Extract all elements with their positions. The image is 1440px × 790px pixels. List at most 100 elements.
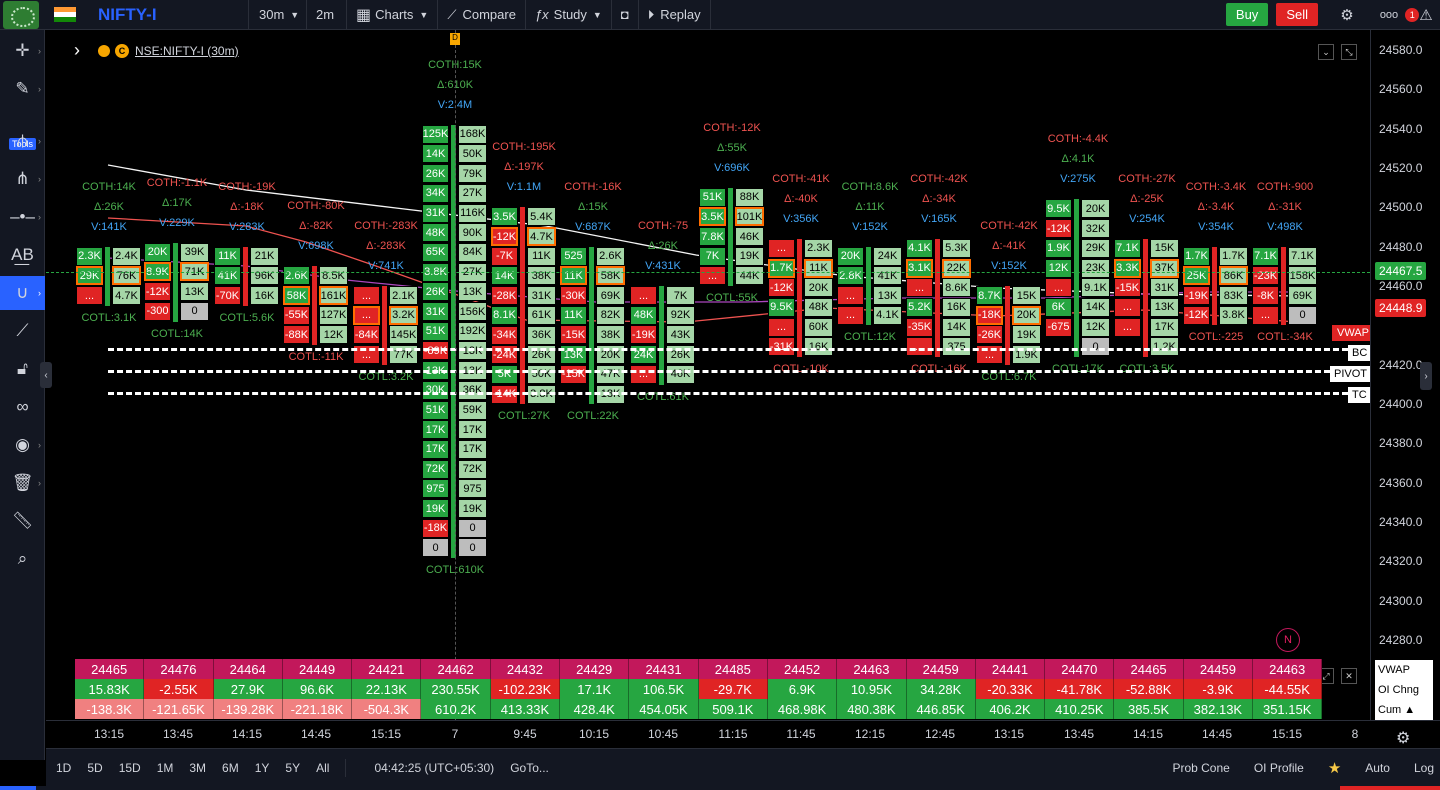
volume-label: V:152K (852, 220, 888, 233)
brush-tool-icon[interactable]: ⟋ (16, 321, 29, 340)
time-tick: 10:45 (647, 727, 679, 741)
time-tick: 13:45 (162, 727, 194, 741)
delta-label: Δ:15K (578, 200, 608, 213)
footprint-ask-cell: 116K (458, 203, 487, 223)
study-dropdown[interactable]: ƒx Study ▼ (524, 0, 611, 30)
footprint-bid-cell: -15K (1114, 278, 1141, 298)
footprint-bid-cell: 11K (214, 246, 241, 266)
ruler-icon[interactable]: 📏︎ (11, 511, 34, 530)
fork-tool-icon[interactable]: ⫛ › (17, 131, 41, 150)
close-pane-icon[interactable]: ✕ (1341, 668, 1357, 684)
range-button-1m[interactable]: 1M (156, 760, 174, 775)
more-options-icon[interactable]: ooo (1379, 8, 1399, 21)
delta-label: Δ:11K (855, 200, 885, 213)
summary-vwap-cell: 24463 (1253, 659, 1323, 679)
buy-button[interactable]: Buy (1225, 3, 1269, 26)
chart-area[interactable]: 2.3K 29K... 2.4K 76K 4.7K 20K 8.9K -12K -300 39K 7… (46, 30, 1370, 720)
range-button-6m[interactable]: 6M (222, 760, 239, 775)
interval-2m-button[interactable]: 2m (306, 0, 346, 30)
text-tool-icon[interactable]: A͟B (11, 245, 34, 264)
oi-profile-button[interactable]: OI Profile (1253, 760, 1304, 775)
coth-label: COTH:-1.1K (146, 176, 208, 189)
range-button-5y[interactable]: 5Y (285, 760, 301, 775)
trend-icon: ⟋ (447, 6, 457, 22)
legend-symbol[interactable]: NSE:NIFTY-I (30m) (135, 43, 239, 58)
range-button-all[interactable]: All (316, 760, 330, 775)
app-logo[interactable] (0, 0, 42, 30)
summary-oi-cell: -41.78K (1045, 679, 1115, 699)
footprint-bid-cell: -84K (353, 325, 380, 345)
footprint-ask-cell: 44K (735, 266, 764, 286)
compare-button[interactable]: ⟋ Compare (437, 0, 525, 30)
collapse-icon[interactable]: ⌄ (1318, 44, 1334, 60)
time-axis[interactable]: 13:15 13:45 14:15 14:45 15:15 7 9:45 10:15 10:45… (46, 720, 1440, 748)
footprint-bid-cell: 30K (422, 380, 449, 400)
volume-label: V:698K (298, 240, 334, 253)
chevron-right-icon[interactable]: › (74, 40, 80, 60)
horizontal-line-tool-icon[interactable]: –•– › (10, 207, 41, 226)
footprint-ask-cell: 82K (596, 305, 625, 325)
collapse-left-icon[interactable]: ‹ (40, 362, 52, 388)
dividend-marker[interactable]: D (450, 33, 460, 45)
time-tick: 15:15 (370, 727, 402, 741)
price-tick: 24540.0 (1379, 121, 1423, 136)
lock-icon[interactable]: 🔓︎ (16, 359, 29, 378)
footprint-ask-cell: 12K (319, 325, 348, 345)
range-button-1y[interactable]: 1Y (254, 760, 270, 775)
goto-button[interactable]: GoTo... (510, 760, 549, 775)
collapse-right-icon[interactable]: › (1420, 362, 1432, 390)
footprint-ask-cell: 58K (596, 266, 625, 286)
link-icon[interactable]: ∞ (16, 397, 29, 416)
footprint-bid-cell: 125K (422, 124, 449, 144)
india-flag-icon (54, 6, 76, 23)
range-button-1d[interactable]: 1D (56, 760, 72, 775)
symbol-name[interactable]: NIFTY-I (98, 4, 157, 24)
log-button[interactable]: Log (1413, 760, 1434, 775)
fullscreen-icon[interactable]: ⤡ (1341, 44, 1357, 60)
instagram-button[interactable]: ◘ (610, 0, 638, 30)
chart-legend: › C NSE:NIFTY-I (30m) (74, 40, 239, 61)
auto-button[interactable]: Auto (1365, 760, 1390, 775)
gear-icon[interactable]: ⚙ (1340, 6, 1354, 24)
alert-icon[interactable]: 1 ⚠ (1404, 0, 1434, 30)
eye-icon[interactable]: ◉ › (15, 435, 41, 454)
replay-button[interactable]: ⏵ Replay (637, 0, 710, 30)
range-button-15d[interactable]: 15D (118, 760, 141, 775)
summary-oi-cell: 34.28K (906, 679, 976, 699)
coth-label: COTH:-80K (287, 200, 345, 213)
pattern-tool-icon[interactable]: ⋔ › (15, 169, 41, 188)
footprint-bid-cell: 525 (560, 246, 587, 266)
volume-label: V:354K (1198, 220, 1234, 233)
footprint-bid-cell: -12K (491, 227, 518, 247)
range-button-5d[interactable]: 5D (87, 760, 103, 775)
magnet-tool-icon[interactable]: ∪ › (0, 276, 45, 310)
cum-row-label[interactable]: Cum ▲ (1375, 700, 1433, 720)
footprint-ask-cell: 2.1K (389, 286, 418, 305)
volume-label: V:696K (714, 161, 750, 174)
coth-label: COTH:-19K (218, 180, 276, 193)
settings-gear-icon[interactable]: ⚙ (1396, 730, 1411, 747)
prob-cone-button[interactable]: Prob Cone (1172, 760, 1230, 775)
footprint-bid-cell: 51K (422, 400, 449, 420)
charts-dropdown[interactable]: ▦ Charts ▼ (346, 0, 437, 30)
star-icon[interactable]: ★ (1327, 759, 1342, 777)
summary-cum-cell: 509.1K (698, 699, 768, 719)
range-button-3m[interactable]: 3M (189, 760, 207, 775)
zoom-tool-icon[interactable]: ⌕ (17, 549, 28, 568)
footprint-bid-cell: 12K (1045, 258, 1072, 278)
candle-body (1212, 246, 1217, 326)
crosshair-tool-icon[interactable]: ✛ › (15, 41, 41, 60)
news-badge[interactable]: N (1276, 628, 1300, 652)
footprint-bid-cell: -70K (214, 286, 241, 306)
footprint-ask-cell: 17K (1150, 317, 1179, 337)
trash-icon[interactable]: 🗑︎ › (11, 473, 41, 492)
delta-label: Δ:-40K (784, 192, 818, 205)
sell-button[interactable]: Sell (1276, 3, 1318, 26)
delta-label: Δ:26K (94, 200, 124, 213)
footprint-bid-cell: 11K (560, 266, 587, 286)
summary-vwap-cell: 24452 (767, 659, 838, 679)
interval-dropdown[interactable]: 30m ▼ (248, 0, 306, 30)
pencil-tool-icon[interactable]: ✎ › (15, 79, 41, 98)
fx-icon: ƒx (534, 7, 549, 22)
volume-label: V:152K (991, 260, 1027, 272)
